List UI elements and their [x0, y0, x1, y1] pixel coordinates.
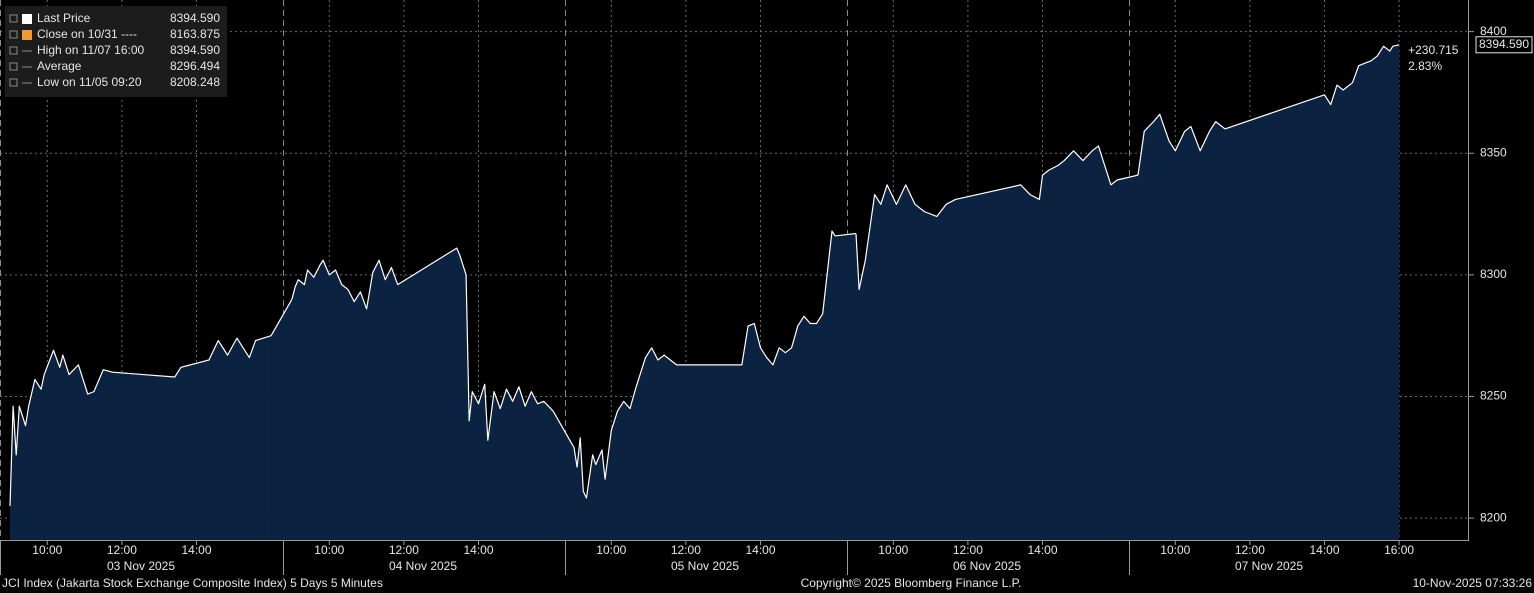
y-tick-label: 8400: [1480, 24, 1507, 38]
x-tick-label: 12:00: [389, 543, 419, 557]
y-tick-label: 8200: [1480, 510, 1507, 524]
legend-value: 8394.590: [170, 11, 220, 25]
price-line: [9, 335, 272, 506]
last-price-box: [1475, 36, 1533, 54]
line-connector: [835, 232, 857, 237]
area-connector: [271, 299, 292, 540]
x-tick-label: 14:00: [463, 543, 493, 557]
x-tick-label: 16:00: [1384, 543, 1414, 557]
footer-left: JCI Index (Jakarta Stock Exchange Compos…: [2, 576, 383, 590]
legend-name: Average: [37, 59, 82, 73]
x-tick-label: 10:00: [596, 543, 626, 557]
price-line: [1137, 44, 1400, 176]
footer-right: 10-Nov-2025 07:33:26: [1413, 576, 1533, 590]
area: [292, 248, 554, 541]
last-price-label: 8394.590: [1479, 37, 1529, 51]
x-tick-label: 12:00: [1235, 543, 1265, 557]
legend-value: 8208.248: [170, 75, 220, 89]
day-label: 04 Nov 2025: [389, 559, 457, 573]
y-tick-label: 8350: [1480, 145, 1507, 159]
legend-toggle: [9, 14, 18, 23]
area: [10, 335, 272, 540]
day-label: 05 Nov 2025: [671, 559, 739, 573]
day-label: 06 Nov 2025: [953, 559, 1021, 573]
x-tick-label: 10:00: [878, 543, 908, 557]
area: [856, 145, 1118, 540]
x-tick-label: 14:00: [1309, 543, 1339, 557]
footer-center: Copyright© 2025 Bloomberg Finance L.P.: [801, 576, 1022, 590]
legend-toggle: [9, 46, 18, 55]
legend-toggle: [9, 62, 18, 71]
y-tick-label: 8250: [1480, 389, 1507, 403]
area-connector: [835, 233, 856, 540]
x-tick-label: 14:00: [1027, 543, 1057, 557]
legend-value: 8296.494: [170, 59, 220, 73]
x-tick-label: 10:00: [314, 543, 344, 557]
x-tick-label: 10:00: [1160, 543, 1190, 557]
axis-layer: 8200 8250 8300 8350 8400 10:00 12:00 14:00 03 No…: [0, 24, 1533, 575]
area: [574, 231, 836, 540]
price-line: [291, 247, 554, 441]
day-label: 03 Nov 2025: [107, 559, 175, 573]
area: [1138, 44, 1400, 541]
change-pct-label: 2.83%: [1408, 59, 1442, 73]
legend-swatch: [22, 14, 32, 24]
legend-swatch: [22, 30, 32, 40]
x-tick-label: 12:00: [107, 543, 137, 557]
legend-name: High on 11/07 16:00: [37, 43, 145, 57]
x-tick-label: 10:00: [32, 543, 62, 557]
legend-toggle: [9, 78, 18, 87]
x-tick-label: 12:00: [953, 543, 983, 557]
legend-value: 8163.875: [170, 27, 220, 41]
price-line: [573, 230, 836, 499]
legend-box: [5, 6, 227, 97]
area-connector: [1117, 175, 1138, 540]
legend-toggle: [9, 30, 18, 39]
line-connector: [552, 410, 575, 448]
plot-layer: [9, 44, 1400, 541]
legend-value: 8394.590: [170, 43, 220, 57]
x-tick-label: 12:00: [671, 543, 701, 557]
line-connector: [270, 298, 293, 336]
x-tick-label: 14:00: [745, 543, 775, 557]
legend-name: Low on 11/05 09:20: [37, 75, 142, 89]
day-label: 07 Nov 2025: [1235, 559, 1303, 573]
x-tick-label: 14:00: [181, 543, 211, 557]
area-connector: [553, 411, 574, 540]
change-label: +230.715: [1408, 43, 1459, 57]
y-tick-label: 8300: [1480, 267, 1507, 281]
legend-name: Close on 10/31 ----: [37, 27, 137, 41]
line-connector: [1116, 174, 1139, 181]
legend-name: Last Price: [37, 11, 91, 25]
price-line: [855, 145, 1118, 291]
legend: Last Price 8394.590 Close on 10/31 ---- 816…: [5, 6, 227, 97]
